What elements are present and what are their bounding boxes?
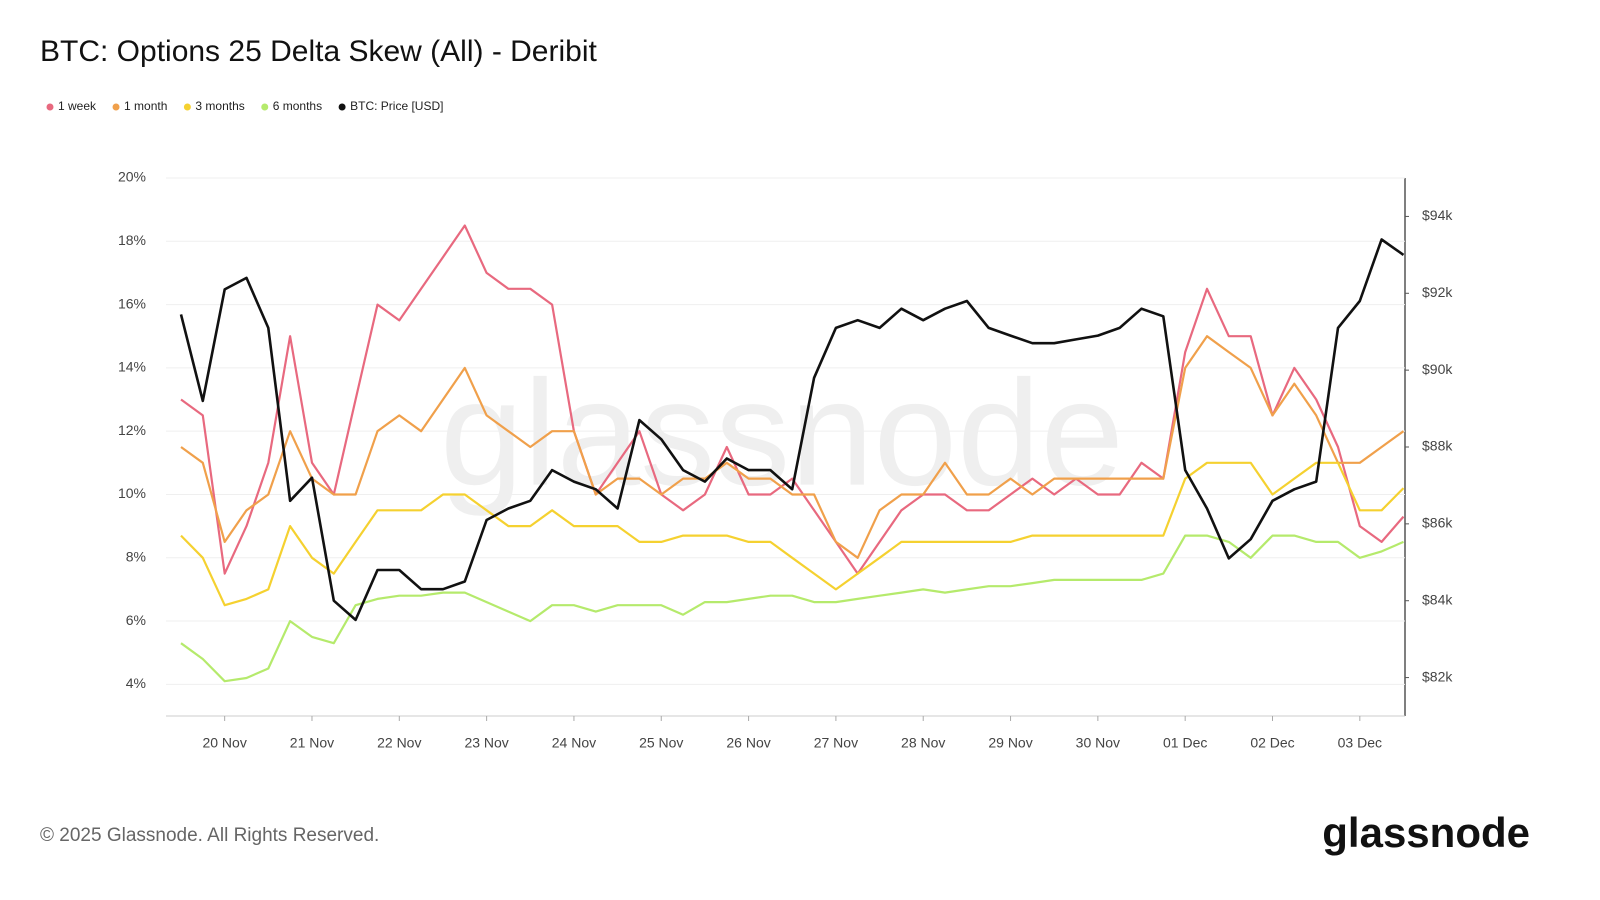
x-tick-label: 28 Nov: [901, 735, 945, 751]
legend-marker: [46, 103, 54, 111]
legend-marker: [112, 103, 120, 111]
copyright: © 2025 Glassnode. All Rights Reserved.: [40, 825, 379, 846]
x-tick-label: 02 Dec: [1250, 735, 1294, 751]
y2-tick-label: $90k: [1422, 361, 1453, 377]
legend-label: 3 months: [195, 99, 244, 113]
legend-label: 6 months: [273, 99, 322, 113]
y2-tick-label: $88k: [1422, 438, 1453, 454]
logo: glassnode: [1322, 809, 1530, 856]
series-line: [180, 224, 1405, 575]
x-tick-label: 25 Nov: [639, 735, 683, 751]
y2-tick-label: $84k: [1422, 591, 1453, 607]
x-tick-label: 29 Nov: [988, 735, 1032, 751]
y-tick-label: 8%: [126, 548, 146, 564]
y-tick-label: 12%: [118, 422, 146, 438]
y2-tick-label: $86k: [1422, 515, 1453, 531]
x-tick-label: 22 Nov: [377, 735, 421, 751]
chart-title: BTC: Options 25 Delta Skew (All) - Derib…: [40, 35, 597, 68]
series-line: [179, 238, 1405, 622]
legend-label: 1 month: [124, 99, 167, 113]
x-tick-label: 26 Nov: [726, 735, 770, 751]
y-tick-label: 20%: [118, 169, 146, 185]
y-tick-label: 16%: [118, 295, 146, 311]
legend: 1 week 1 month 3 months 6 months BTC: Price …: [46, 99, 443, 113]
y2-tick-label: $92k: [1422, 284, 1453, 300]
series-line: [180, 534, 1404, 683]
watermark: glassnode: [440, 349, 1124, 517]
y2-tick-label: $94k: [1422, 207, 1453, 223]
legend-marker: [338, 103, 346, 111]
x-tick-label: 20 Nov: [202, 735, 246, 751]
legend-label: 1 week: [58, 99, 97, 113]
y-tick-label: 18%: [118, 232, 146, 248]
y-tick-label: 6%: [126, 612, 146, 628]
x-tick-label: 24 Nov: [552, 735, 596, 751]
y-tick-label: 4%: [126, 675, 146, 691]
x-tick-label: 27 Nov: [814, 735, 858, 751]
y2-tick-label: $82k: [1422, 668, 1453, 684]
x-tick-label: 21 Nov: [290, 735, 334, 751]
series-line: [180, 461, 1405, 607]
legend-marker: [183, 103, 191, 111]
legend-label: BTC: Price [USD]: [350, 99, 443, 113]
x-tick-label: 03 Dec: [1338, 735, 1382, 751]
y-tick-label: 14%: [118, 359, 146, 375]
y-tick-label: 10%: [118, 485, 146, 501]
x-tick-label: 01 Dec: [1163, 735, 1207, 751]
x-tick-label: 30 Nov: [1076, 735, 1120, 751]
series-line: [180, 335, 1405, 559]
x-tick-label: 23 Nov: [464, 735, 508, 751]
legend-marker: [261, 103, 269, 111]
